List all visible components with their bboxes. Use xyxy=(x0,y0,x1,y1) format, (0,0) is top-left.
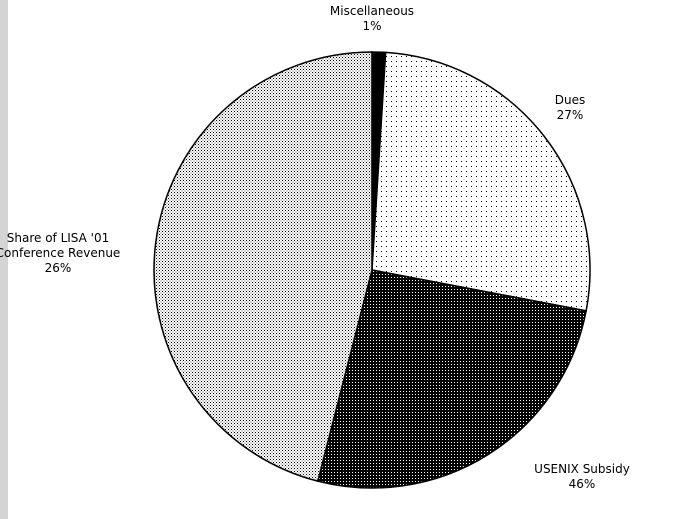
pie-slice xyxy=(153,51,373,483)
slice-value: 26% xyxy=(44,261,72,275)
slice-value: 27% xyxy=(556,108,584,122)
slice-value: 1% xyxy=(362,19,382,33)
slice-label: Miscellaneous 1% xyxy=(292,4,452,34)
slice-name: Dues xyxy=(554,93,586,107)
pie-slice xyxy=(316,269,588,489)
slice-label: Dues 27% xyxy=(520,93,620,123)
pie-slice xyxy=(371,51,591,312)
slice-value: 46% xyxy=(568,477,596,491)
slice-name: USENIX Subsidy xyxy=(534,462,630,476)
slice-label: USENIX Subsidy 46% xyxy=(497,462,667,492)
window-edge xyxy=(0,0,8,519)
slice-label: Share of LISA '01 Conference Revenue 26% xyxy=(0,231,128,276)
slice-name: Share of LISA '01 Conference Revenue xyxy=(0,231,121,260)
slice-name: Miscellaneous xyxy=(329,4,415,18)
